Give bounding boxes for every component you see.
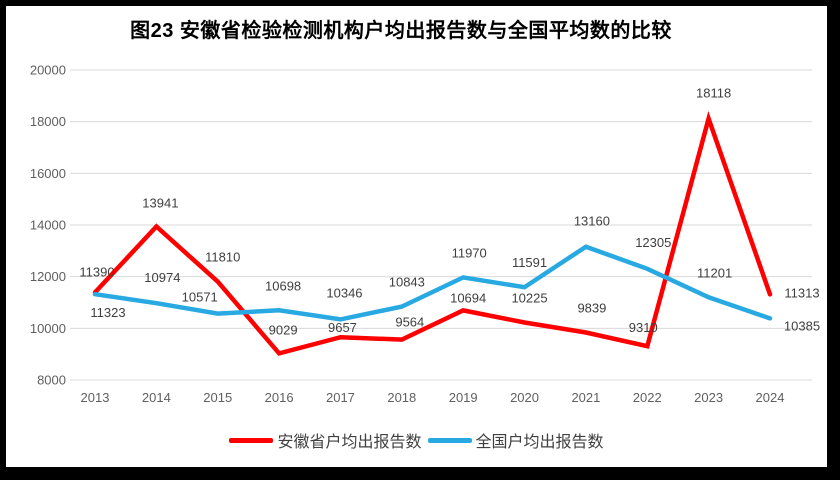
x-tick-label: 2019 — [449, 390, 478, 405]
x-tick-label: 2017 — [326, 390, 355, 405]
national-series-line — [92, 244, 773, 322]
anhui-data-labels: 11390 13941 11810 9029 9657 9564 10694 10225 983… — [79, 86, 819, 338]
data-label: 10225 — [511, 291, 547, 306]
data-label: 10346 — [326, 285, 362, 300]
x-tick-label: 2024 — [756, 390, 785, 405]
x-tick-label: 2022 — [633, 390, 662, 405]
legend-swatch-blue-line — [427, 437, 472, 443]
y-tick-label: 16000 — [30, 166, 66, 181]
x-tick-label: 2016 — [265, 390, 294, 405]
legend-label-anhui: 安徽省户均出报告数 — [277, 434, 422, 451]
data-label: 11323 — [90, 305, 125, 320]
y-tick-label: 14000 — [30, 218, 66, 233]
data-label: 9564 — [395, 315, 424, 330]
data-label: 9310 — [629, 320, 658, 335]
x-tick-label: 2021 — [571, 390, 600, 405]
y-tick-label: 10000 — [30, 321, 66, 336]
y-tick-label: 20000 — [30, 63, 66, 78]
data-label: 9029 — [269, 322, 298, 337]
data-label: 11201 — [697, 265, 732, 280]
data-label: 10698 — [265, 278, 301, 293]
x-tick-label: 2015 — [203, 390, 232, 405]
y-tick-label: 8000 — [37, 373, 66, 388]
data-label: 11591 — [512, 255, 547, 270]
data-label: 10843 — [389, 275, 425, 290]
data-label: 18118 — [696, 86, 731, 101]
y-tick-label: 12000 — [30, 269, 66, 284]
data-label: 9657 — [328, 320, 357, 335]
legend-swatch-red-line — [229, 437, 274, 443]
x-tick-label: 2014 — [142, 390, 171, 405]
x-tick-label: 2013 — [81, 390, 110, 405]
legend-item-national: 全国户均出报告数 — [427, 428, 604, 452]
chart-title: 图23 安徽省检验检测机构户均出报告数与全国平均数的比较 — [130, 20, 672, 42]
data-label: 11810 — [205, 250, 240, 265]
data-label: 10694 — [450, 290, 486, 305]
chart-legend: 安徽省户均出报告数 全国户均出报告数 — [6, 428, 827, 452]
x-axis-tick-labels: 2013 2014 2015 2016 2017 2018 2019 2020 2021 2022… — [81, 390, 785, 405]
legend-label-national: 全国户均出报告数 — [475, 434, 604, 451]
data-label: 10571 — [182, 290, 218, 305]
data-label: 11390 — [79, 264, 114, 279]
data-label: 11313 — [784, 285, 819, 300]
y-tick-label: 18000 — [30, 114, 66, 129]
data-label: 13941 — [142, 196, 178, 211]
data-label: 11970 — [452, 245, 487, 260]
data-label: 10974 — [144, 270, 180, 285]
y-axis-tick-labels: 20000 18000 16000 14000 12000 10000 8000 — [30, 63, 66, 388]
data-label: 10385 — [784, 318, 820, 333]
data-label: 12305 — [635, 235, 671, 250]
x-tick-label: 2018 — [387, 390, 416, 405]
data-label: 9839 — [577, 300, 606, 315]
x-tick-label: 2020 — [510, 390, 539, 405]
anhui-series-line — [92, 110, 773, 356]
legend-item-anhui: 安徽省户均出报告数 — [229, 428, 422, 452]
gridlines — [70, 69, 812, 381]
x-tick-label: 2023 — [694, 390, 723, 405]
data-label: 13160 — [574, 214, 610, 229]
